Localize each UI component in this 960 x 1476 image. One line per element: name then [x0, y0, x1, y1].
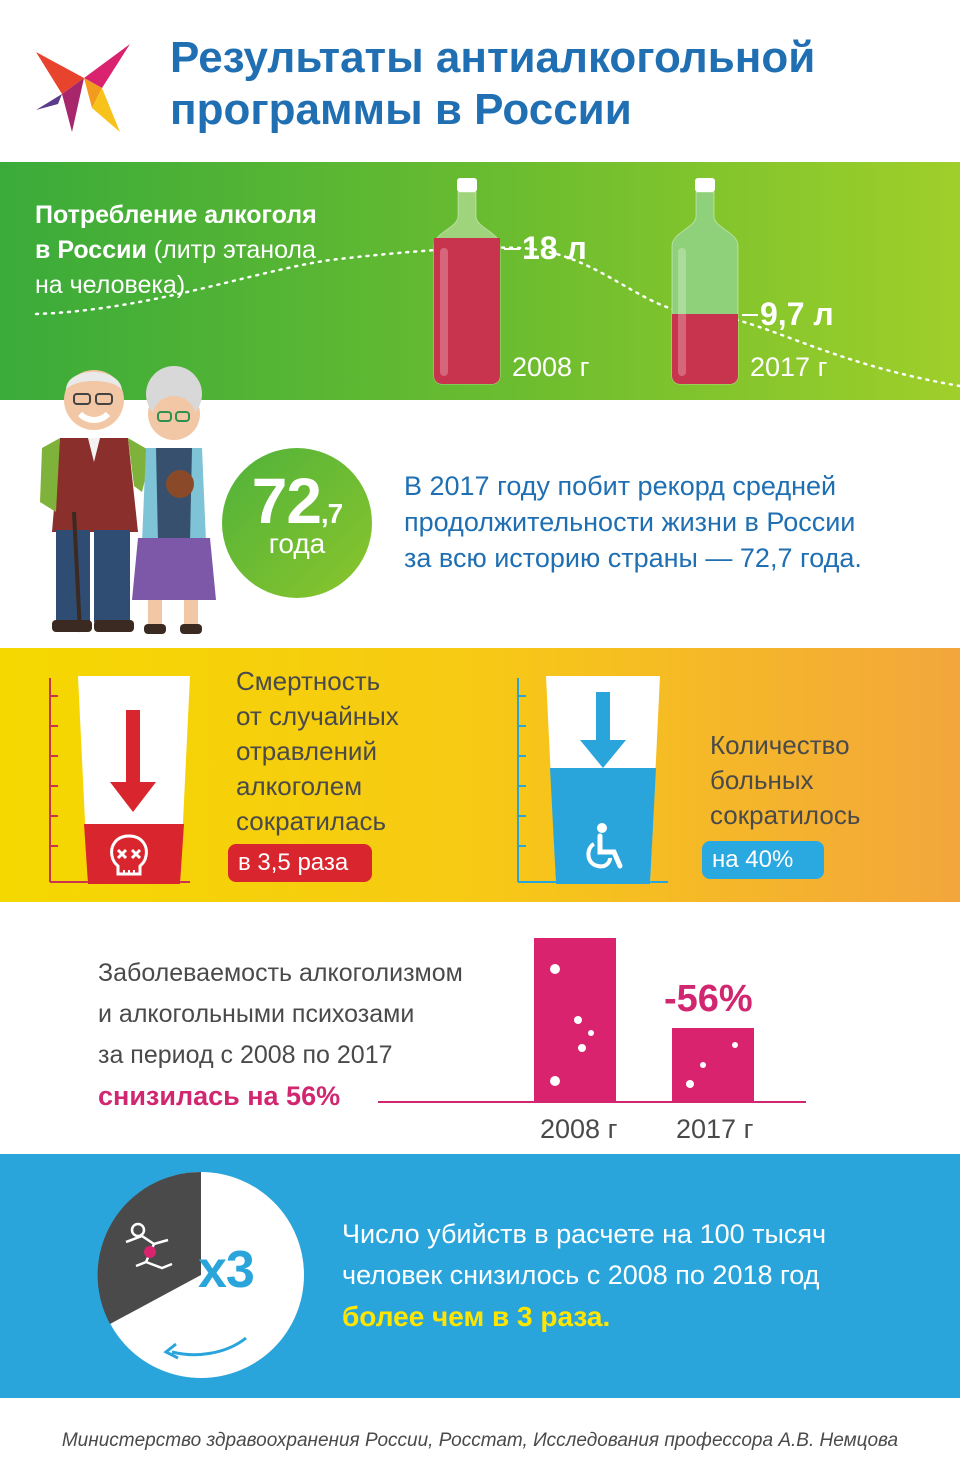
poisoning-badge: в 3,5 раза [228, 844, 372, 882]
bubble [574, 1016, 582, 1024]
murders-text-2: человек снизилось с 2008 по 2018 год [342, 1260, 820, 1290]
consumption-label-bold-1: Потребление алкоголя [35, 201, 317, 229]
bubble [588, 1030, 594, 1036]
bar-2008 [534, 938, 616, 1101]
bubble [732, 1042, 738, 1048]
murders-text: Число убийств в расчете на 100 тысяч чел… [342, 1214, 942, 1337]
life-expectancy-int: 72 [251, 465, 322, 537]
source-note: Министерство здравоохранения России, Рос… [61, 1430, 899, 1451]
bottle-2017-icon [671, 178, 739, 385]
year-2008: 2008 г [512, 352, 590, 382]
poisoning-text-4: алкоголем [236, 771, 363, 801]
bubble [686, 1080, 694, 1088]
header: Результаты антиалкогольной программы в Р… [0, 0, 960, 162]
baseline [378, 1101, 806, 1103]
wheelchair-icon [586, 823, 623, 869]
alcoholism-text: Заболеваемость алкоголизмом и алкогольны… [98, 953, 518, 1117]
skull-icon [110, 834, 148, 876]
alcoholism-text-1: Заболеваемость алкоголизмом [98, 959, 463, 987]
trend-dotted-line [34, 246, 960, 388]
multiplier-label: x3 [198, 1241, 255, 1299]
consumption-label-regular-2: (литр этанола [146, 236, 316, 264]
life-expectancy-text: В 2017 году побит рекорд средней продолж… [404, 468, 924, 576]
bird-logo-icon [36, 44, 130, 132]
patients-text-3: сократилось [710, 800, 861, 830]
life-expectancy-text-1: В 2017 году побит рекорд средней [404, 471, 837, 501]
patients-text: Количество больных сократилось [710, 728, 940, 833]
poisoning-text-5: сократилась [236, 806, 387, 836]
consumption-label: Потребление алкоголя в России (литр этан… [35, 198, 355, 303]
elderly-couple-icon [40, 366, 216, 634]
consumption-section: Потребление алкоголя в России (литр этан… [0, 162, 960, 400]
change-label: -56% [664, 978, 753, 1020]
murders-text-1: Число убийств в расчете на 100 тысяч [342, 1219, 827, 1249]
year-2008-label: 2008 г [540, 1114, 618, 1144]
murders-pie-icon [97, 1171, 304, 1378]
poisoning-glass-icon [49, 676, 190, 884]
alcoholism-highlight: снизилась на 56% [98, 1081, 341, 1111]
alcoholism-text-3: за период с 2008 по 2017 [98, 1041, 393, 1069]
life-expectancy-unit: года [268, 528, 326, 559]
life-expectancy-text-2: продолжительности жизни в России [404, 507, 856, 537]
year-2017-label: 2017 г [676, 1114, 754, 1144]
poisoning-text-3: отравлений [236, 736, 377, 766]
value-2008-tick [504, 248, 520, 250]
year-2017: 2017 г [750, 352, 828, 382]
life-expectancy-text-3: за всю историю страны — 72,7 года. [404, 543, 862, 573]
poisoning-text-2: от случайных [236, 701, 399, 731]
patients-badge: на 40% [702, 841, 824, 879]
title-line-1: Результаты антиалкогольной [170, 33, 816, 82]
value-2017: 9,7 л [760, 296, 834, 332]
bubble [578, 1044, 586, 1052]
life-expectancy-frac: ,7 [320, 498, 343, 529]
murders-highlight: более чем в 3 раза. [342, 1301, 611, 1332]
life-expectancy-circle: 72,7 года [222, 448, 372, 598]
title-line-2: программы в России [170, 85, 632, 134]
poisoning-text-1: Смертность [236, 666, 381, 696]
value-2008: 18 л [522, 230, 587, 266]
patients-text-1: Количество [710, 730, 850, 760]
patients-text-2: больных [710, 765, 814, 795]
alcoholism-text-2: и алкогольными психозами [98, 1000, 415, 1028]
consumption-label-line-3: на человека) [35, 271, 186, 299]
page-title: Результаты антиалкогольной программы в Р… [170, 32, 930, 136]
bubble [550, 964, 560, 974]
value-2017-tick [742, 314, 758, 316]
bar-2017 [672, 1028, 754, 1101]
life-expectancy-number: 72,7 [222, 464, 372, 538]
bubble [550, 1076, 560, 1086]
consumption-label-bold-2: в России [35, 236, 147, 264]
alcoholism-section [0, 902, 960, 1154]
bubble [700, 1062, 706, 1068]
poisoning-text: Смертность от случайных отравлений алког… [236, 664, 456, 839]
bottle-2008-icon [433, 178, 501, 385]
rotate-arrow-icon [171, 1336, 247, 1357]
